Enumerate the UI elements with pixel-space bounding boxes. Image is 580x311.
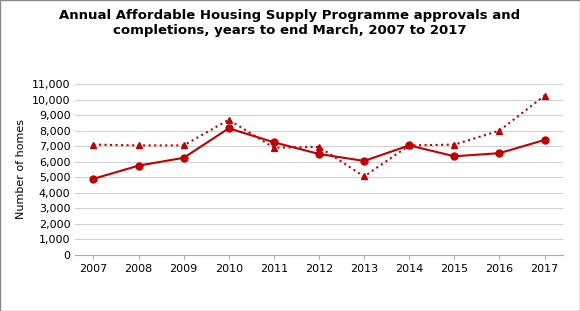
Completions: [225, 126, 232, 130]
Approvals: [451, 143, 458, 146]
Approvals: [135, 144, 142, 147]
Completions: [451, 155, 458, 158]
Completions: [180, 156, 187, 160]
Completions: [496, 151, 503, 155]
Approvals: [496, 129, 503, 132]
Text: Annual Affordable Housing Supply Programme approvals and
completions, years to e: Annual Affordable Housing Supply Program…: [59, 9, 521, 37]
Approvals: [90, 143, 97, 146]
Completions: [135, 164, 142, 167]
Approvals: [270, 146, 277, 150]
Approvals: [541, 94, 548, 98]
Approvals: [406, 144, 413, 147]
Completions: [270, 141, 277, 144]
Completions: [406, 144, 413, 147]
Line: Approvals: Approvals: [90, 92, 548, 180]
Legend: Approvals, Completions: Approvals, Completions: [204, 309, 434, 311]
Line: Completions: Completions: [90, 125, 548, 182]
Approvals: [361, 175, 368, 179]
Approvals: [225, 118, 232, 122]
Completions: [90, 177, 97, 181]
Approvals: [180, 144, 187, 147]
Completions: [361, 159, 368, 163]
Approvals: [316, 145, 322, 149]
Completions: [541, 138, 548, 142]
Y-axis label: Number of homes: Number of homes: [16, 119, 27, 220]
Completions: [316, 152, 322, 156]
